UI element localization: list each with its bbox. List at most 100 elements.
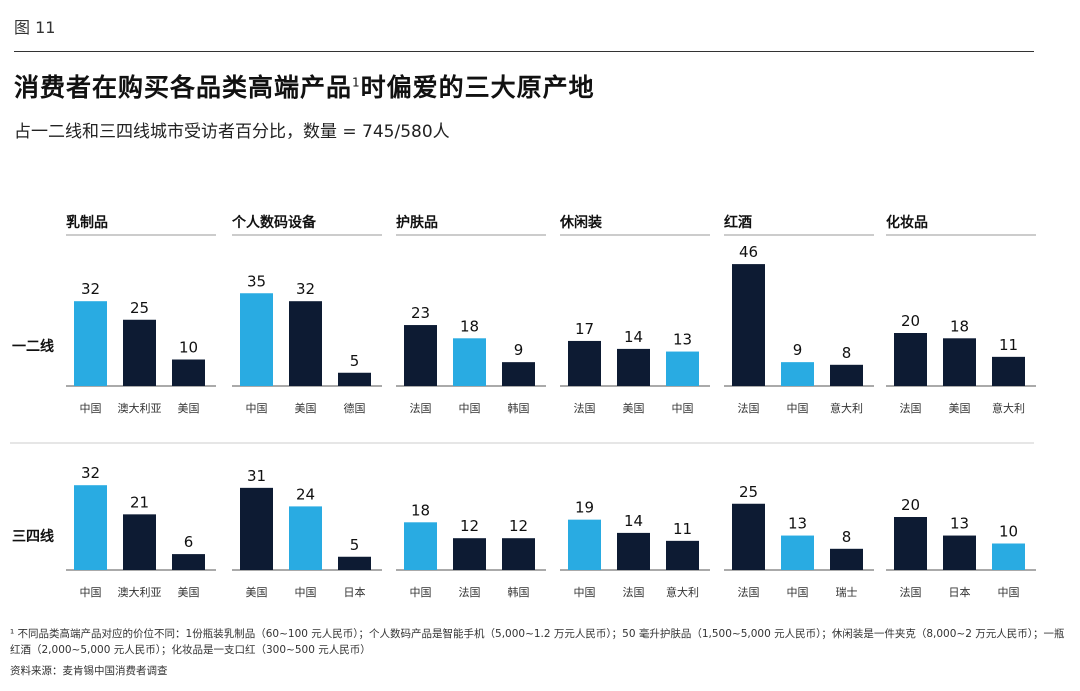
bar-category-label: 法国 — [459, 585, 481, 599]
bar-category-label: 中国 — [787, 402, 809, 415]
bar-value-label: 8 — [842, 528, 852, 546]
bar-category-label: 中国 — [459, 402, 481, 415]
bar-value-label: 23 — [411, 304, 430, 322]
bar — [894, 517, 927, 570]
top-divider — [14, 51, 1034, 52]
bar-category-label: 日本 — [344, 585, 366, 599]
bar-category-label: 中国 — [246, 402, 268, 415]
bar — [338, 556, 371, 570]
bar-value-label: 21 — [130, 493, 149, 511]
footnote: ¹ 不同品类高端产品对应的价位不同：1份瓶装乳制品（60~100 元人民币）；个… — [10, 628, 1065, 656]
bar-value-label: 12 — [509, 517, 528, 535]
chart-title: 消费者在购买各品类高端产品1时偏爱的三大原产地 — [14, 68, 595, 104]
bar — [894, 333, 927, 386]
bar-category-label: 法国 — [623, 585, 645, 599]
bar — [830, 364, 863, 386]
chart-title-text: 消费者在购买各品类高端产品 — [14, 73, 353, 102]
chart-subtitle: 占一二线和三四线城市受访者百分比，数量 = 745/580人 — [14, 122, 450, 142]
bar — [732, 503, 765, 570]
bar — [74, 301, 107, 386]
bar-category-label: 中国 — [574, 586, 596, 599]
bar-category-label: 日本 — [949, 585, 971, 599]
bar — [617, 348, 650, 386]
bar-category-label: 瑞士 — [836, 585, 858, 599]
bar-category-label: 澳大利亚 — [118, 401, 162, 415]
bar-value-label: 20 — [901, 496, 920, 514]
bar-value-label: 14 — [624, 512, 643, 530]
bar-category-label: 法国 — [738, 401, 760, 415]
bar-category-label: 美国 — [178, 402, 200, 415]
bar — [781, 362, 814, 386]
bar-category-label: 意大利 — [666, 585, 699, 599]
bar — [992, 543, 1025, 570]
panel-header: 红酒 — [724, 214, 752, 231]
chart-title-suffix: 时偏爱的三大原产地 — [360, 73, 595, 102]
bar — [453, 538, 486, 570]
bar-category-label: 德国 — [344, 401, 366, 415]
bar-value-label: 46 — [739, 243, 758, 261]
bar-value-label: 18 — [460, 317, 479, 335]
bar — [123, 514, 156, 570]
bar-value-label: 8 — [842, 344, 852, 362]
bar-value-label: 25 — [739, 483, 758, 501]
bar — [453, 338, 486, 386]
bar — [289, 506, 322, 570]
bar-value-label: 10 — [179, 339, 198, 357]
bar-category-label: 法国 — [574, 401, 596, 415]
bar — [732, 264, 765, 386]
bar-category-label: 意大利 — [992, 401, 1025, 415]
bar-category-label: 澳大利亚 — [118, 585, 162, 599]
bar-value-label: 13 — [950, 515, 969, 533]
bar-category-label: 韩国 — [508, 401, 530, 415]
row-label: 三四线 — [12, 528, 54, 545]
bar-category-label: 法国 — [738, 585, 760, 599]
bar — [943, 338, 976, 386]
bar-value-label: 11 — [999, 336, 1018, 354]
bar — [404, 522, 437, 570]
bar — [123, 319, 156, 386]
bar — [172, 359, 205, 386]
bar-category-label: 法国 — [410, 401, 432, 415]
bar — [666, 540, 699, 570]
bar — [240, 487, 273, 570]
panel-header: 化妆品 — [886, 214, 928, 231]
bar-value-label: 6 — [184, 533, 194, 551]
bar — [781, 535, 814, 570]
bar-value-label: 19 — [575, 499, 594, 517]
bar-value-label: 5 — [350, 352, 360, 370]
bar — [830, 548, 863, 570]
bar — [502, 362, 535, 386]
panel-header: 护肤品 — [396, 214, 438, 231]
bar-value-label: 9 — [793, 341, 803, 359]
bar-category-label: 中国 — [80, 402, 102, 415]
bar-value-label: 9 — [514, 341, 524, 359]
bar-value-label: 35 — [247, 272, 266, 290]
bar-value-label: 10 — [999, 523, 1018, 541]
bar-category-label: 中国 — [787, 586, 809, 599]
bar-value-label: 17 — [575, 320, 594, 338]
bar-category-label: 韩国 — [508, 585, 530, 599]
bar-value-label: 5 — [350, 536, 360, 554]
bar-value-label: 13 — [673, 331, 692, 349]
bar-category-label: 美国 — [246, 586, 268, 599]
row-label: 一二线 — [12, 338, 54, 355]
bar — [617, 532, 650, 570]
bar — [666, 351, 699, 386]
bar-category-label: 美国 — [949, 402, 971, 415]
bar-value-label: 24 — [296, 485, 315, 503]
figure-label: 图 11 — [14, 18, 56, 37]
bar-value-label: 32 — [81, 464, 100, 482]
bar — [943, 535, 976, 570]
bar — [74, 485, 107, 570]
bar — [502, 538, 535, 570]
bar — [568, 519, 601, 570]
bar — [240, 293, 273, 386]
panel-header: 个人数码设备 — [231, 214, 317, 231]
bar-value-label: 18 — [950, 317, 969, 335]
bar-value-label: 13 — [788, 515, 807, 533]
bar-category-label: 美国 — [295, 402, 317, 415]
bar-category-label: 中国 — [295, 586, 317, 599]
bar — [568, 340, 601, 386]
bar-category-label: 法国 — [900, 585, 922, 599]
